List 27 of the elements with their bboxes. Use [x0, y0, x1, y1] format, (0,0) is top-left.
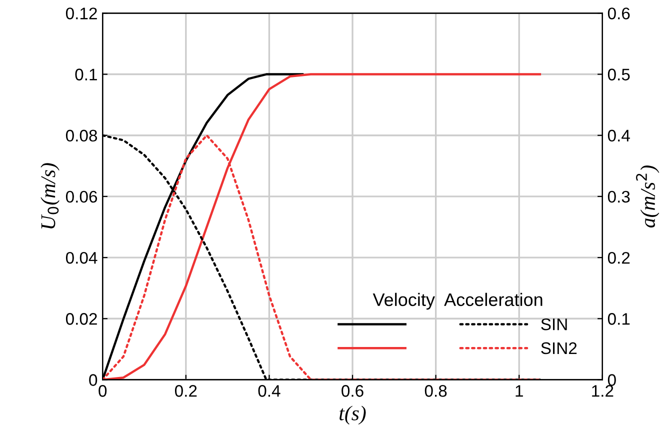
y2-tick-label: 0.6: [608, 8, 630, 20]
y2-tick-label: 0.2: [608, 252, 630, 264]
y-tick-label: 0.1: [75, 68, 97, 80]
legend-label: SIN2: [541, 342, 577, 354]
y-tick-label: 0.02: [66, 313, 97, 325]
y2-axis-title: a(m/s$^{2}$): [636, 165, 660, 228]
y2-tick-label: 0.3: [608, 190, 630, 203]
x-tick-label: 0.2: [174, 385, 197, 397]
y-tick-label: 0.12: [66, 8, 97, 20]
y2-tick-label: 0.1: [608, 313, 630, 325]
y-tick-label: 0: [89, 374, 98, 386]
x-axis-title: t(s): [340, 406, 366, 425]
legend-title: Velocity Acceleration: [372, 292, 542, 310]
y-axis-title: U$_{0}$(m/s): [40, 163, 60, 228]
legend-label: SIN: [541, 318, 567, 330]
y-tick-label: 0.04: [66, 252, 98, 264]
y2-tick-label: 0: [608, 374, 616, 386]
y-tick-label: 0.08: [66, 130, 98, 142]
x-tick-label: 0: [98, 385, 107, 397]
y2-tick-label: 0.4: [608, 130, 630, 142]
x-tick-label: 1.2: [592, 385, 614, 397]
y-tick-label: 0.06: [66, 190, 98, 203]
x-tick-label: 0.8: [424, 385, 447, 397]
y2-tick-label: 0.5: [608, 68, 630, 80]
x-tick-label: 0.6: [342, 385, 364, 397]
x-tick-label: 0.4: [258, 385, 280, 397]
x-tick-label: 1: [516, 385, 523, 397]
